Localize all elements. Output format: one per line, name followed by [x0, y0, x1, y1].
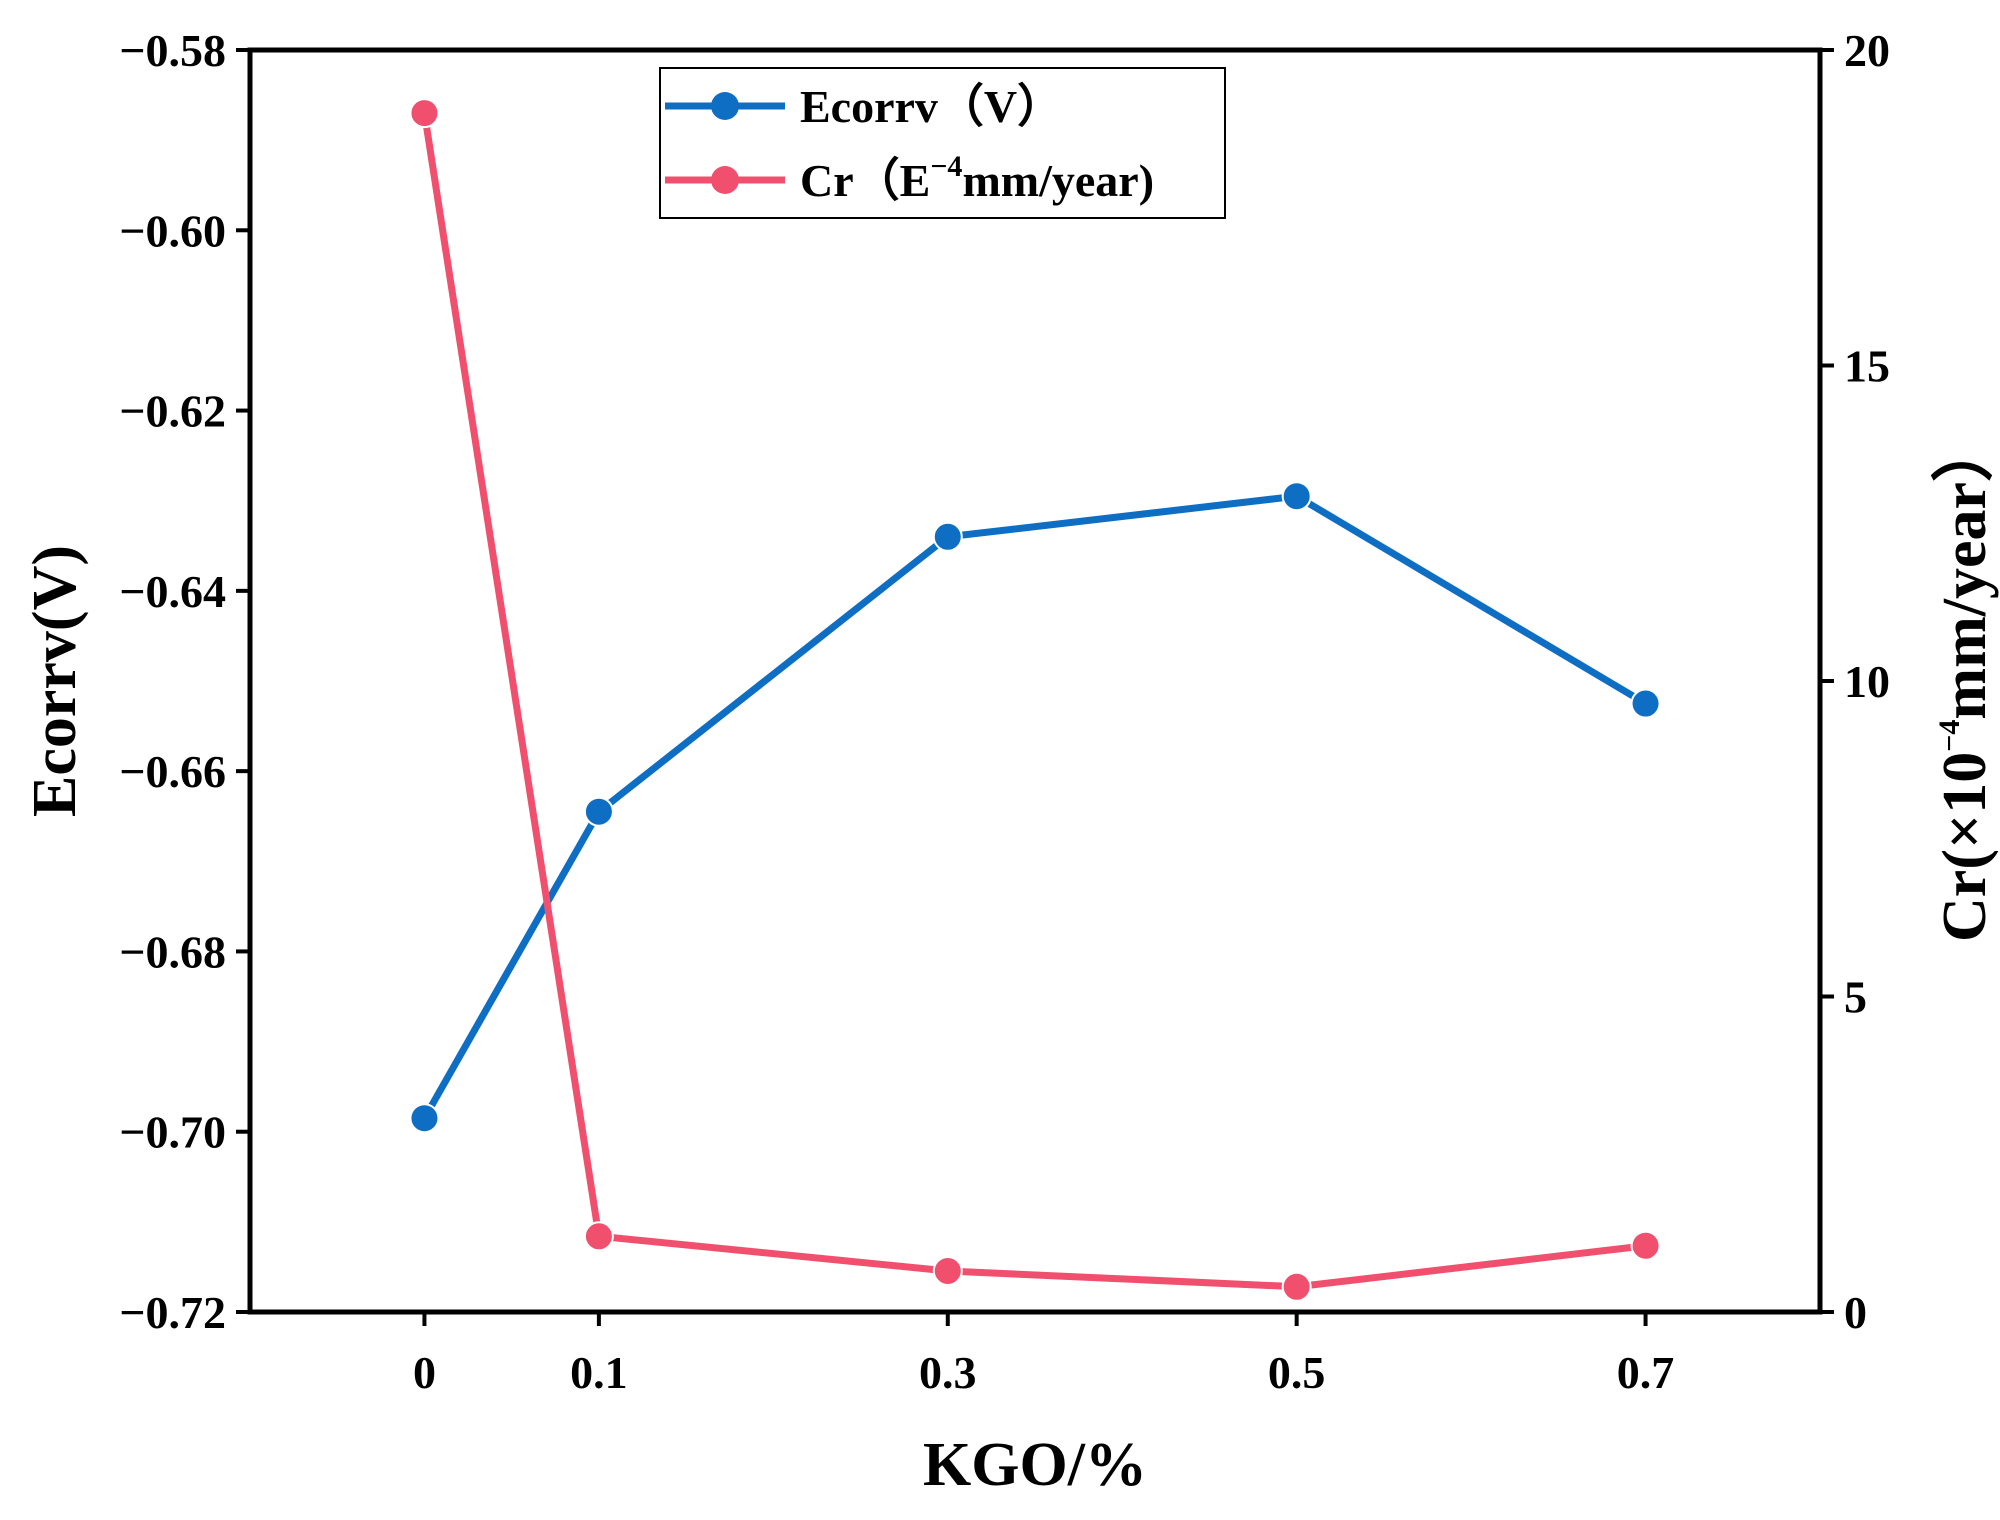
plot-frame — [247, 47, 1823, 1315]
legend: Ecorrv（V） Cr（E−4mm/year) — [659, 67, 1226, 219]
x-tick-label: 0.7 — [1617, 1347, 1675, 1398]
legend-marker-cr — [711, 166, 739, 194]
left-tick-label: −0.64 — [119, 566, 226, 617]
data-point-cr — [932, 1255, 963, 1286]
right-tick-label: 20 — [1844, 25, 1890, 76]
legend-box — [659, 67, 1226, 219]
data-point-cr — [1630, 1230, 1661, 1261]
series-layer — [409, 98, 1661, 1302]
x-axis-ticks: 0 0.1 0.3 0.5 0.7 — [413, 1312, 1674, 1398]
data-point-ecorrv — [1630, 688, 1661, 719]
right-tick-label: 15 — [1844, 341, 1890, 392]
series-line-cr — [420, 112, 1646, 1291]
data-point-cr — [583, 1221, 614, 1252]
data-point-cr — [1281, 1271, 1312, 1302]
data-point-cr — [409, 98, 440, 129]
x-tick-label: 0 — [413, 1347, 436, 1398]
legend-label-ecorrv: Ecorrv（V） — [800, 81, 1063, 132]
right-tick-label: 0 — [1844, 1287, 1867, 1338]
left-tick-label: −0.58 — [119, 25, 226, 76]
legend-label-cr: Cr（E−4mm/year) — [800, 150, 1154, 206]
x-axis-title: KGO/% — [923, 1431, 1147, 1499]
x-tick-label: 0.3 — [919, 1347, 977, 1398]
data-point-ecorrv — [1281, 481, 1312, 512]
left-axis-ticks: −0.58 −0.60 −0.62 −0.64 −0.66 −0.68 −0.70 −0.72 — [119, 25, 250, 1338]
data-point-ecorrv — [583, 796, 614, 827]
right-axis-title: Cr(×10−4mm/year） — [1929, 420, 1999, 942]
left-tick-label: −0.66 — [119, 746, 226, 797]
x-tick-label: 0.1 — [570, 1347, 628, 1398]
right-tick-label: 10 — [1844, 656, 1890, 707]
left-tick-label: −0.72 — [119, 1287, 226, 1338]
data-point-ecorrv — [409, 1103, 440, 1134]
left-tick-label: −0.60 — [119, 205, 226, 256]
right-tick-label: 5 — [1844, 972, 1867, 1023]
left-tick-label: −0.70 — [119, 1107, 226, 1158]
legend-marker-ecorrv — [711, 92, 739, 120]
left-tick-label: −0.68 — [119, 926, 226, 977]
left-tick-label: −0.62 — [119, 386, 226, 437]
right-axis-ticks: 20 15 10 5 0 — [1820, 25, 1890, 1338]
x-tick-label: 0.5 — [1268, 1347, 1326, 1398]
data-point-ecorrv — [932, 521, 963, 552]
left-axis-title: Ecorrv(V) — [21, 545, 89, 817]
